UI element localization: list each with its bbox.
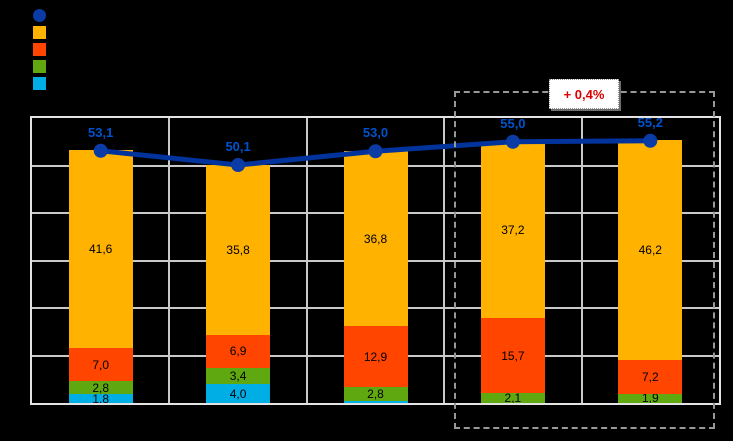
bar-segment-green bbox=[480, 393, 545, 403]
bar-segment-orangered bbox=[343, 326, 408, 388]
stacked-bar-1: 4,0 3,4 6,9 35,8 bbox=[206, 165, 271, 403]
bar-segment-value: 7,2 bbox=[641, 369, 659, 384]
bar-segment-orange bbox=[480, 141, 545, 319]
bar-segment-value: 7,0 bbox=[92, 357, 110, 372]
gridline-vertical bbox=[305, 118, 308, 403]
bar-segment-value: 3,4 bbox=[229, 368, 247, 383]
bar-segment-orangered bbox=[68, 347, 133, 382]
bar-segment-orange bbox=[618, 140, 683, 360]
legend-item-0 bbox=[33, 7, 52, 24]
bar-segment-green bbox=[206, 367, 271, 384]
bar-segment-lightblue bbox=[206, 384, 271, 403]
gridline-vertical bbox=[168, 118, 171, 403]
total-line-value: 55,2 bbox=[637, 114, 663, 130]
bar-segment-value: 2,8 bbox=[367, 386, 384, 401]
stacked-bar-0: 1,8 2,8 7,0 41,6 bbox=[68, 150, 133, 405]
bar-segment-value: 1,9 bbox=[641, 391, 659, 405]
bar-segment-value: 41,6 bbox=[89, 242, 113, 257]
stacked-bar-2: 2,8 12,9 36,8 bbox=[343, 151, 408, 403]
legend-item-4 bbox=[33, 75, 52, 92]
orangered-series-swatch-icon bbox=[33, 43, 46, 56]
orange-series-swatch-icon bbox=[33, 26, 46, 39]
line-series-marker-icon bbox=[33, 9, 46, 22]
bar-segment-orangered bbox=[480, 318, 545, 394]
bar-segment-value: 2,8 bbox=[92, 380, 110, 395]
total-line-value: 53,1 bbox=[88, 124, 114, 140]
total-line-value: 53,0 bbox=[362, 125, 389, 141]
stacked-bar-3: 2,1 15,7 37,2 bbox=[480, 141, 545, 405]
bar-segment-value: 12,9 bbox=[363, 349, 388, 364]
bar-segment-orangered bbox=[206, 335, 271, 368]
total-line-value: 55,0 bbox=[500, 115, 526, 131]
bar-segment-orange bbox=[343, 151, 408, 327]
bar-segment-value: 2,1 bbox=[504, 391, 522, 405]
total-line-value: 50,1 bbox=[225, 139, 251, 155]
chart-legend bbox=[33, 7, 52, 92]
gridline-vertical bbox=[580, 118, 583, 403]
green-series-swatch-icon bbox=[33, 60, 46, 73]
annotation-text: + 0,4% bbox=[563, 86, 605, 102]
bar-segment-orange bbox=[68, 150, 133, 348]
bar-segment-orange bbox=[206, 165, 271, 336]
bar-segment-lightblue bbox=[343, 400, 408, 403]
bar-segment-green bbox=[343, 387, 408, 401]
bar-segment-green bbox=[68, 381, 133, 395]
bar-segment-value: 35,8 bbox=[226, 243, 250, 258]
bar-segment-value: 6,9 bbox=[229, 344, 247, 359]
bar-segment-lightblue bbox=[68, 394, 133, 403]
bar-segment-value: 46,2 bbox=[638, 243, 662, 258]
bar-segment-value: 15,7 bbox=[501, 348, 525, 363]
annotation-callout: + 0,4% bbox=[549, 79, 619, 109]
gridline-vertical bbox=[443, 118, 446, 403]
bar-segment-value: 37,2 bbox=[501, 223, 525, 238]
bar-segment-green bbox=[618, 393, 683, 403]
stacked-bar-4: 1,9 7,2 46,2 bbox=[618, 140, 683, 405]
bar-segment-value: 36,8 bbox=[363, 231, 388, 246]
bar-segment-value: 1,8 bbox=[92, 391, 110, 405]
legend-item-2 bbox=[33, 41, 52, 58]
legend-item-1 bbox=[33, 24, 52, 41]
bar-segment-value: 4,0 bbox=[229, 386, 247, 401]
legend-item-3 bbox=[33, 58, 52, 75]
lightblue-series-swatch-icon bbox=[33, 77, 46, 90]
highlight-region-box bbox=[454, 91, 715, 429]
bar-segment-orangered bbox=[618, 359, 683, 394]
